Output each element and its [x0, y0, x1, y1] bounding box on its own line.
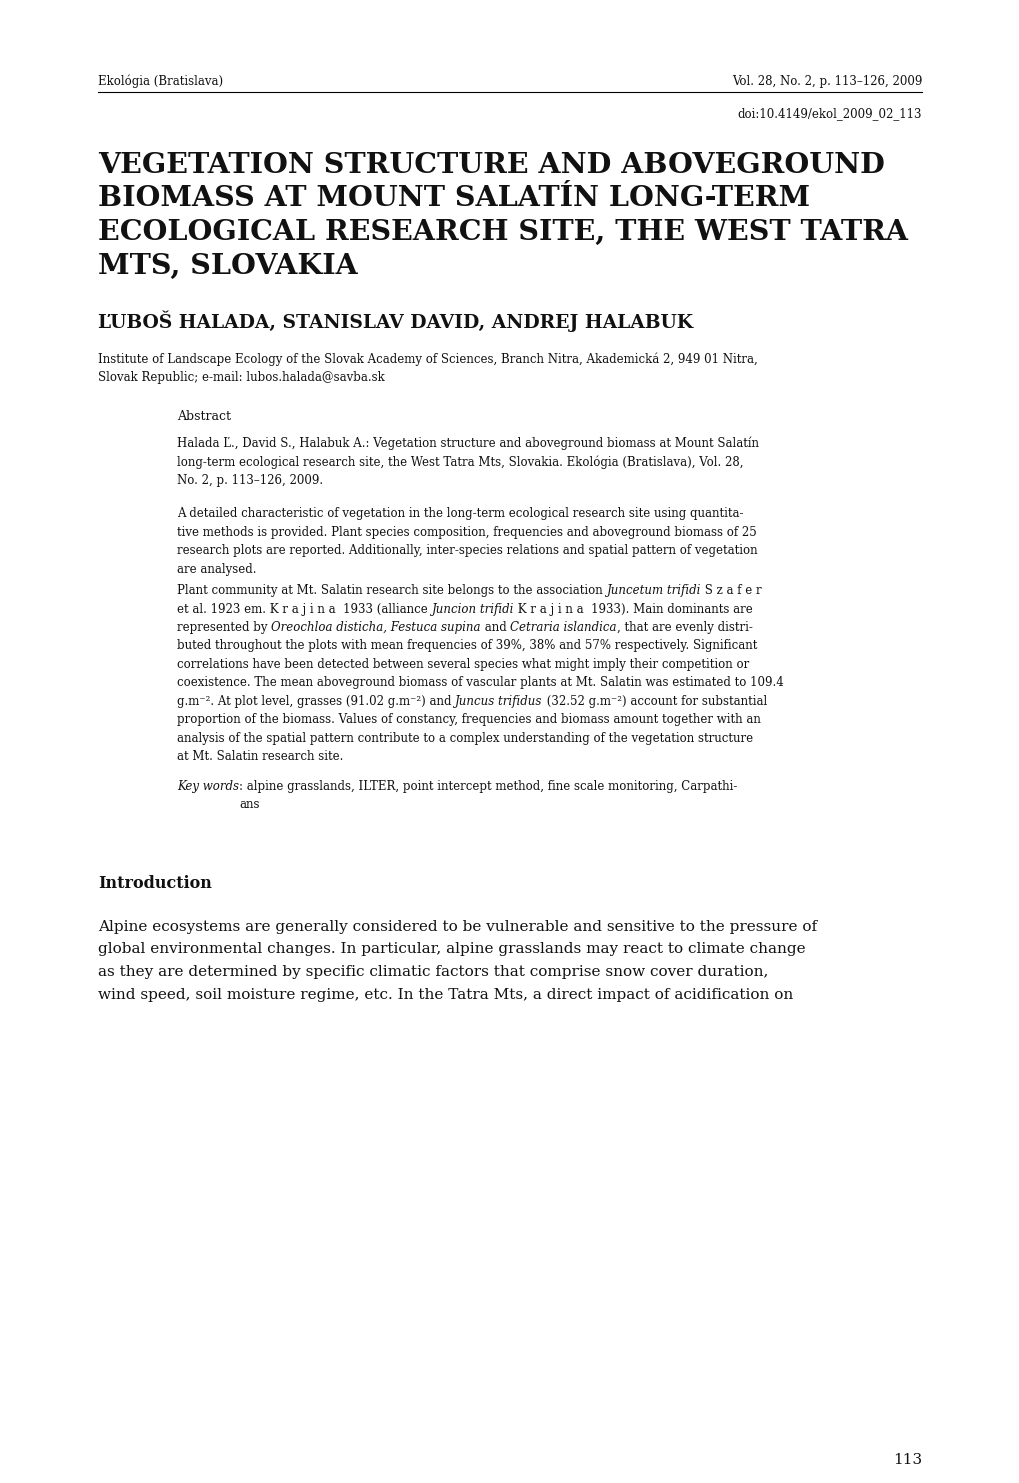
Text: S z a f e r: S z a f e r — [700, 584, 761, 598]
Text: BIOMASS AT MOUNT SALATÍN LONG-TERM: BIOMASS AT MOUNT SALATÍN LONG-TERM — [98, 185, 809, 212]
Text: MTS, SLOVAKIA: MTS, SLOVAKIA — [98, 252, 358, 279]
Text: A detailed characteristic of vegetation in the long-term ecological research sit: A detailed characteristic of vegetation … — [177, 507, 743, 521]
Text: Abstract: Abstract — [177, 409, 230, 423]
Text: as they are determined by specific climatic factors that comprise snow cover dur: as they are determined by specific clima… — [98, 965, 767, 979]
Text: correlations have been detected between several species what might imply their c: correlations have been detected between … — [177, 658, 749, 670]
Text: Plant community at Mt. Salatin research site belongs to the association: Plant community at Mt. Salatin research … — [177, 584, 606, 598]
Text: : alpine grasslands, ILTER, point intercept method, fine scale monitoring, Carpa: : alpine grasslands, ILTER, point interc… — [238, 780, 737, 793]
Text: Halada Ľ., David S., Halabuk A.: Vegetation structure and aboveground biomass at: Halada Ľ., David S., Halabuk A.: Vegetat… — [177, 437, 758, 451]
Text: (32.52 g.m⁻²) account for substantial: (32.52 g.m⁻²) account for substantial — [542, 696, 766, 707]
Text: long-term ecological research site, the West Tatra Mts, Slovakia. Ekológia (Brat: long-term ecological research site, the … — [177, 455, 743, 469]
Text: g.m⁻². At plot level, grasses (91.02 g.m⁻²) and: g.m⁻². At plot level, grasses (91.02 g.m… — [177, 696, 454, 707]
Text: Ekológia (Bratislava): Ekológia (Bratislava) — [98, 76, 223, 89]
Text: , that are evenly distri-: , that are evenly distri- — [616, 621, 752, 635]
Text: Juncus trifidus: Juncus trifidus — [454, 696, 542, 707]
Text: at Mt. Salatin research site.: at Mt. Salatin research site. — [177, 750, 343, 764]
Text: Cetraria islandica: Cetraria islandica — [510, 621, 616, 635]
Text: ECOLOGICAL RESEARCH SITE, THE WEST TATRA: ECOLOGICAL RESEARCH SITE, THE WEST TATRA — [98, 219, 907, 246]
Text: buted throughout the plots with mean frequencies of 39%, 38% and 57% respectivel: buted throughout the plots with mean fre… — [177, 639, 757, 653]
Text: ans: ans — [238, 798, 259, 811]
Text: Slovak Republic; e-mail: lubos.halada@savba.sk: Slovak Republic; e-mail: lubos.halada@sa… — [98, 371, 384, 384]
Text: 113: 113 — [892, 1453, 921, 1467]
Text: VEGETATION STRUCTURE AND ABOVEGROUND: VEGETATION STRUCTURE AND ABOVEGROUND — [98, 151, 884, 179]
Text: K r a j i n a  1933). Main dominants are: K r a j i n a 1933). Main dominants are — [514, 602, 752, 615]
Text: et al. 1923 em. K r a j i n a  1933 (alliance: et al. 1923 em. K r a j i n a 1933 (alli… — [177, 602, 431, 615]
Text: doi:10.4149/ekol_2009_02_113: doi:10.4149/ekol_2009_02_113 — [737, 107, 921, 120]
Text: ĽUBOŠ HALADA, STANISLAV DAVID, ANDREJ HALABUK: ĽUBOŠ HALADA, STANISLAV DAVID, ANDREJ HA… — [98, 310, 693, 332]
Text: Juncion trifidi: Juncion trifidi — [431, 602, 514, 615]
Text: global environmental changes. In particular, alpine grasslands may react to clim: global environmental changes. In particu… — [98, 943, 805, 957]
Text: Key words: Key words — [177, 780, 238, 793]
Text: research plots are reported. Additionally, inter-species relations and spatial p: research plots are reported. Additionall… — [177, 544, 757, 558]
Text: Juncetum trifidi: Juncetum trifidi — [606, 584, 700, 598]
Text: wind speed, soil moisture regime, etc. In the Tatra Mts, a direct impact of acid: wind speed, soil moisture regime, etc. I… — [98, 988, 793, 1001]
Text: Institute of Landscape Ecology of the Slovak Academy of Sciences, Branch Nitra, : Institute of Landscape Ecology of the Sl… — [98, 351, 757, 365]
Text: tive methods is provided. Plant species composition, frequencies and aboveground: tive methods is provided. Plant species … — [177, 525, 756, 538]
Text: No. 2, p. 113–126, 2009.: No. 2, p. 113–126, 2009. — [177, 475, 323, 486]
Text: and: and — [480, 621, 510, 635]
Text: Introduction: Introduction — [98, 875, 212, 891]
Text: analysis of the spatial pattern contribute to a complex understanding of the veg: analysis of the spatial pattern contribu… — [177, 733, 752, 744]
Text: coexistence. The mean aboveground biomass of vascular plants at Mt. Salatin was : coexistence. The mean aboveground biomas… — [177, 676, 783, 690]
Text: represented by: represented by — [177, 621, 271, 635]
Text: Vol. 28, No. 2, p. 113–126, 2009: Vol. 28, No. 2, p. 113–126, 2009 — [731, 76, 921, 87]
Text: Oreochloa disticha, Festuca supina: Oreochloa disticha, Festuca supina — [271, 621, 480, 635]
Text: proportion of the biomass. Values of constancy, frequencies and biomass amount t: proportion of the biomass. Values of con… — [177, 713, 760, 727]
Text: are analysed.: are analysed. — [177, 562, 256, 575]
Text: Alpine ecosystems are generally considered to be vulnerable and sensitive to the: Alpine ecosystems are generally consider… — [98, 919, 816, 934]
